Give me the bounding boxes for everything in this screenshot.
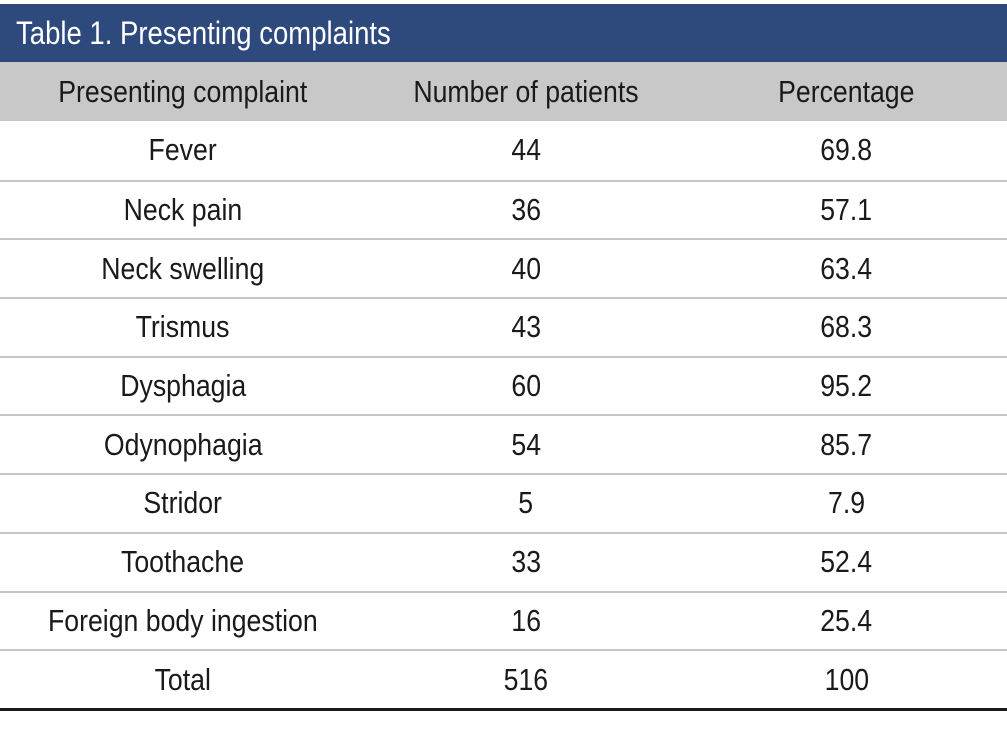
table-row: Trismus 43 68.3	[0, 297, 1007, 356]
cell-patients: 40	[511, 250, 541, 286]
table-row: Dysphagia 60 95.2	[0, 355, 1007, 415]
cell-complaint: Stridor	[143, 485, 223, 521]
cell-patients: 44	[511, 132, 541, 168]
cell-patients: 5	[518, 485, 534, 521]
cell-percentage: 57.1	[820, 192, 873, 228]
table-row: Odynophagia 54 85.7	[0, 414, 1007, 473]
table-title: Table 1. Presenting complaints	[16, 14, 391, 51]
cell-percentage: 100	[824, 661, 869, 697]
cell-percentage: 68.3	[820, 309, 873, 345]
cell-complaint: Toothache	[121, 544, 245, 580]
table-bottom-rule	[0, 707, 1007, 711]
cell-percentage: 85.7	[820, 426, 873, 462]
cell-complaint: Trismus	[136, 309, 230, 345]
table-header-row: Presenting complaint Number of patients …	[0, 62, 1007, 121]
column-header-percentage: Percentage	[778, 73, 915, 109]
column-header-number-of-patients: Number of patients	[413, 73, 639, 109]
cell-patients: 16	[511, 602, 541, 638]
table-row: Stridor 5 7.9	[0, 473, 1007, 532]
cell-complaint: Odynophagia	[103, 426, 263, 462]
column-header-presenting-complaint: Presenting complaint	[58, 73, 308, 109]
cell-patients: 33	[511, 544, 541, 580]
cell-patients: 516	[503, 661, 549, 697]
table-row: Foreign body ingestion 16 25.4	[0, 590, 1007, 650]
table-row-total: Total 516 100	[0, 649, 1007, 708]
cell-percentage: 63.4	[820, 250, 873, 286]
cell-complaint: Foreign body ingestion	[48, 602, 318, 638]
cell-complaint: Neck pain	[123, 192, 243, 228]
table-container: Table 1. Presenting complaints Presentin…	[0, 4, 1007, 711]
table-row: Toothache 33 52.4	[0, 531, 1007, 591]
cell-percentage: 25.4	[820, 602, 873, 638]
table-row: Neck swelling 40 63.4	[0, 238, 1007, 297]
cell-patients: 43	[511, 309, 541, 345]
cell-percentage: 52.4	[820, 544, 873, 580]
table-row: Neck pain 36 57.1	[0, 179, 1007, 239]
cell-patients: 36	[511, 192, 541, 228]
cell-complaint: Neck swelling	[101, 250, 265, 286]
table-body: Fever 44 69.8 Neck pain 36 57.1 Neck swe…	[0, 121, 1007, 708]
cell-patients: 54	[511, 426, 541, 462]
cell-percentage: 95.2	[820, 368, 873, 404]
table-title-bar: Table 1. Presenting complaints	[0, 4, 1007, 62]
cell-complaint: Fever	[148, 132, 218, 168]
cell-percentage: 69.8	[820, 132, 873, 168]
table-row: Fever 44 69.8	[0, 121, 1007, 180]
cell-complaint: Dysphagia	[120, 368, 246, 404]
cell-complaint: Total	[154, 661, 212, 697]
cell-patients: 60	[511, 368, 541, 404]
cell-percentage: 7.9	[827, 485, 866, 521]
